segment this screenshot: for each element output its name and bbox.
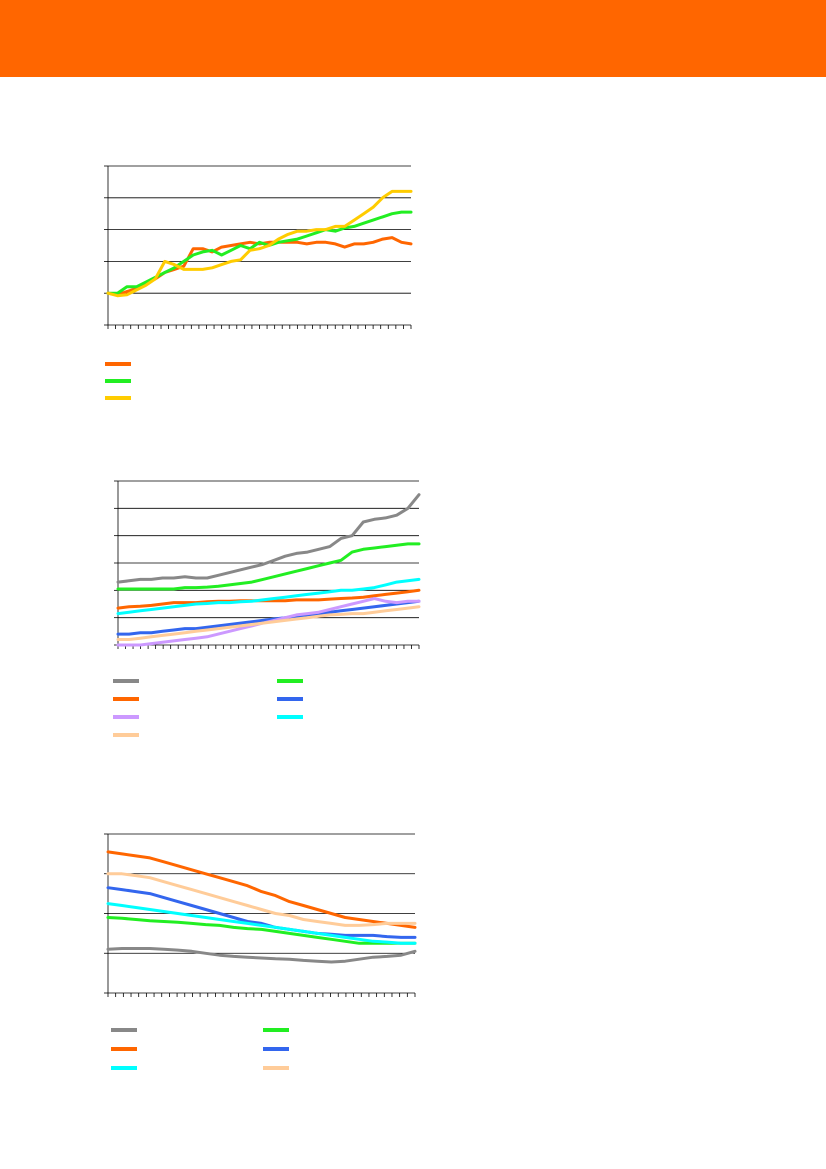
series-line-7	[116, 605, 421, 641]
series-line-1	[106, 236, 413, 297]
legend-swatch	[277, 715, 303, 719]
legend-swatch	[105, 396, 131, 400]
series-line-2	[116, 542, 421, 591]
series-line-4	[106, 886, 417, 939]
chart-3	[104, 833, 417, 997]
legend-swatch	[105, 362, 131, 366]
header-band	[0, 0, 826, 77]
legend-swatch	[277, 697, 303, 701]
legend-swatch	[113, 715, 139, 719]
legend-swatch	[277, 679, 303, 683]
series-line-4	[116, 599, 421, 636]
legend-swatch	[105, 379, 131, 383]
chart-2	[114, 480, 421, 649]
legend-swatch	[111, 1066, 137, 1070]
legend-swatch	[111, 1047, 137, 1051]
series-line-3	[106, 850, 417, 929]
series-line-1	[106, 947, 417, 964]
series-line-5	[106, 902, 417, 945]
legend-swatch	[263, 1047, 289, 1051]
series-line-6	[116, 577, 421, 616]
series-line-2	[106, 916, 417, 945]
legend-swatch	[263, 1066, 289, 1070]
legend-swatch	[113, 679, 139, 683]
legend-swatch	[111, 1028, 137, 1032]
series-line-6	[106, 872, 417, 927]
legend-swatch	[263, 1028, 289, 1032]
legend-swatch	[113, 733, 139, 737]
series-line-3	[106, 189, 413, 298]
chart-1	[104, 165, 413, 329]
series-line-1	[116, 493, 421, 584]
legend-swatch	[113, 697, 139, 701]
